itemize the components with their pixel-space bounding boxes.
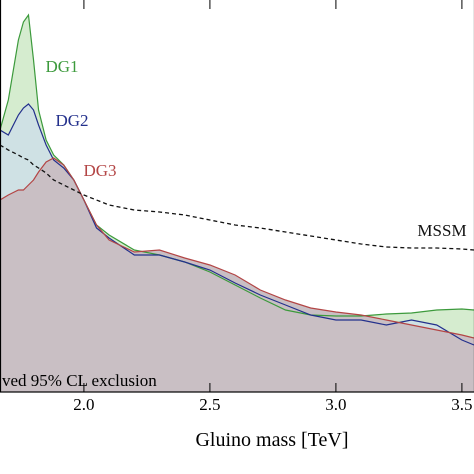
x-axis-label: Gluino mass [TeV] — [195, 429, 348, 451]
series-label: DG3 — [83, 161, 116, 180]
line — [0, 13, 474, 317]
line — [0, 144, 474, 251]
x-tick-label: 2.5 — [199, 395, 220, 414]
plot-frame — [0, 0, 474, 393]
line — [0, 157, 474, 339]
series-label: DG1 — [45, 57, 78, 76]
x-tick-label: 2.0 — [73, 395, 94, 414]
x-tick-label: 3.0 — [325, 395, 346, 414]
annotation: ved 95% CL exclusion — [2, 371, 157, 390]
area — [0, 158, 474, 392]
x-tick-label: 3.5 — [451, 395, 472, 414]
series-label: MSSM — [417, 221, 466, 240]
series-label: DG2 — [55, 111, 88, 130]
line — [0, 103, 474, 346]
